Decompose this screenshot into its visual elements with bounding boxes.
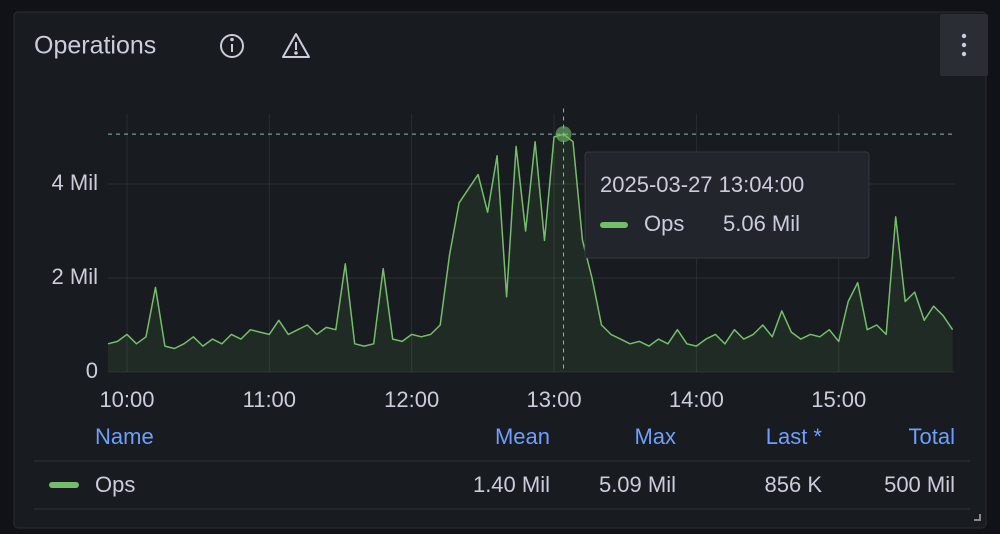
legend-stat: 500 Mil xyxy=(884,472,955,497)
legend-stat: 5.09 Mil xyxy=(599,472,676,497)
resize-handle[interactable] xyxy=(974,514,981,521)
tooltip-value: 5.06 Mil xyxy=(723,211,800,236)
x-tick-label: 13:00 xyxy=(527,387,582,412)
panel-title: Operations xyxy=(34,32,156,60)
tooltip: 2025-03-27 13:04:00 Ops 5.06 Mil xyxy=(584,151,870,259)
legend-stat: 1.40 Mil xyxy=(473,472,550,497)
y-tick-label: 2 Mil xyxy=(52,264,98,289)
warning-icon[interactable] xyxy=(282,33,310,58)
x-tick-label: 11:00 xyxy=(243,387,296,412)
legend-header[interactable]: Max xyxy=(634,424,676,449)
panel xyxy=(13,11,987,529)
legend-name[interactable]: Ops xyxy=(95,472,135,497)
info-icon[interactable] xyxy=(220,34,244,58)
x-tick-label: 12:00 xyxy=(384,387,439,412)
x-tick-label: 14:00 xyxy=(669,387,724,412)
legend-header[interactable]: Total xyxy=(909,424,955,449)
x-tick-label: 15:00 xyxy=(811,387,866,412)
plot-area: 0 2 Mil 4 Mil 10:00 11:00 12:00 13:00 14:00 15:0… xyxy=(52,108,955,412)
tooltip-time: 2025-03-27 13:04:00 xyxy=(600,172,804,197)
series-line xyxy=(107,133,954,350)
legend-header[interactable]: Mean xyxy=(495,424,550,449)
y-tick-label: 0 xyxy=(86,358,98,383)
hover-point xyxy=(555,126,572,143)
y-tick-label: 4 Mil xyxy=(52,170,98,195)
legend-header[interactable]: Name xyxy=(95,424,154,449)
tooltip-series: Ops xyxy=(644,211,684,236)
series-area xyxy=(108,134,953,372)
legend-header[interactable]: Last * xyxy=(766,424,823,449)
x-tick-label: 10:00 xyxy=(99,387,154,412)
legend-stat: 856 K xyxy=(765,472,823,497)
menu-button[interactable] xyxy=(940,14,988,76)
